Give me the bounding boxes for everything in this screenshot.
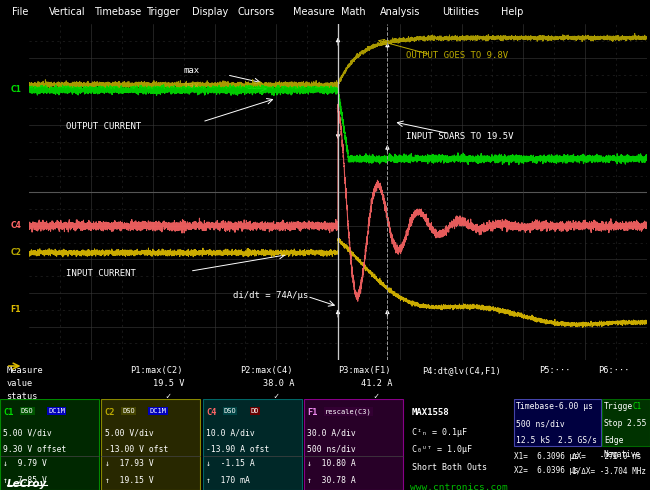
Text: Measure: Measure xyxy=(6,366,44,375)
Bar xyxy=(514,399,601,446)
Text: ↓  -1.15 A: ↓ -1.15 A xyxy=(206,459,255,468)
Text: P4:dt@lv(C4,F1): P4:dt@lv(C4,F1) xyxy=(422,366,501,375)
Text: Analysis: Analysis xyxy=(380,7,421,17)
Text: ✓: ✓ xyxy=(374,392,379,401)
Bar xyxy=(602,399,650,446)
Text: Short Both Outs: Short Both Outs xyxy=(412,463,487,472)
Text: File: File xyxy=(12,7,28,17)
Text: Stop: Stop xyxy=(604,419,623,428)
Text: Cursors: Cursors xyxy=(237,7,274,17)
Text: Timebase: Timebase xyxy=(94,7,142,17)
Text: X1=  6.3096 μs: X1= 6.3096 μs xyxy=(514,452,578,461)
Text: 5.00 V/div: 5.00 V/div xyxy=(3,428,52,438)
Text: OUTPUT CURRENT: OUTPUT CURRENT xyxy=(66,122,142,130)
Text: DD: DD xyxy=(251,409,259,415)
Text: ↑  19.15 V: ↑ 19.15 V xyxy=(105,476,153,486)
Text: INPUT SOARS TO 19.5V: INPUT SOARS TO 19.5V xyxy=(406,132,514,141)
Text: INPUT CURRENT: INPUT CURRENT xyxy=(66,269,136,278)
Text: ΔX=   -270.0 ns: ΔX= -270.0 ns xyxy=(572,452,642,461)
Text: max: max xyxy=(183,66,200,75)
Text: 5.00 V/div: 5.00 V/div xyxy=(105,428,153,438)
Text: Measure: Measure xyxy=(292,7,334,17)
Text: C1: C1 xyxy=(632,402,642,411)
Text: ↓  17.93 V: ↓ 17.93 V xyxy=(105,459,153,468)
Text: C4: C4 xyxy=(206,409,216,417)
Text: 38.0 A: 38.0 A xyxy=(263,379,294,388)
Text: C4: C4 xyxy=(10,221,21,230)
Text: rescale(C3): rescale(C3) xyxy=(325,409,372,415)
Text: ↑  30.78 A: ↑ 30.78 A xyxy=(307,476,356,486)
Text: -13.00 V ofst: -13.00 V ofst xyxy=(105,445,168,454)
Text: P2:max(C4): P2:max(C4) xyxy=(240,366,293,375)
Text: Edge: Edge xyxy=(604,436,623,444)
Text: Cᴵₙ = 0.1μF: Cᴵₙ = 0.1μF xyxy=(412,428,467,438)
Bar xyxy=(203,399,302,490)
Text: X2=  6.0396 μs: X2= 6.0396 μs xyxy=(514,466,578,475)
Text: ↑  170 mA: ↑ 170 mA xyxy=(206,476,250,486)
Text: 10.0 A/div: 10.0 A/div xyxy=(206,428,255,438)
Bar xyxy=(0,399,99,490)
Text: ↓  9.79 V: ↓ 9.79 V xyxy=(3,459,47,468)
Text: OUTPUT GOES TO 9.8V: OUTPUT GOES TO 9.8V xyxy=(406,51,508,60)
Text: F1: F1 xyxy=(307,409,318,417)
Text: P1:max(C2): P1:max(C2) xyxy=(130,366,183,375)
Text: 500 ns/div: 500 ns/div xyxy=(516,419,565,428)
Text: ✓: ✓ xyxy=(273,392,278,401)
Text: P6:···: P6:··· xyxy=(598,366,629,375)
Text: 19.5 V: 19.5 V xyxy=(153,379,184,388)
Text: C2: C2 xyxy=(105,409,115,417)
Text: di/dt = 74A/μs: di/dt = 74A/μs xyxy=(233,291,308,300)
Text: 12.5 kS: 12.5 kS xyxy=(516,436,550,444)
Text: www.cntronics.com: www.cntronics.com xyxy=(410,483,507,490)
Text: P3:max(F1): P3:max(F1) xyxy=(338,366,391,375)
Text: DC1M: DC1M xyxy=(48,409,65,415)
Text: Trigger: Trigger xyxy=(146,7,180,17)
Text: P5:···: P5:··· xyxy=(540,366,571,375)
Text: max: max xyxy=(183,81,200,90)
Text: 30.0 A/div: 30.0 A/div xyxy=(307,428,356,438)
Text: Trigger: Trigger xyxy=(604,402,638,411)
Text: Math: Math xyxy=(341,7,366,17)
Text: LeCroy: LeCroy xyxy=(6,479,47,489)
Text: -13.90 A ofst: -13.90 A ofst xyxy=(206,445,270,454)
Bar xyxy=(304,399,403,490)
Text: 2.55 V: 2.55 V xyxy=(627,419,650,428)
Text: C₀ᵁᵀ = 1.0μF: C₀ᵁᵀ = 1.0μF xyxy=(412,445,472,454)
Text: status: status xyxy=(6,392,38,401)
Text: Display: Display xyxy=(192,7,228,17)
Text: ↑  7.85 V: ↑ 7.85 V xyxy=(3,476,47,486)
Text: -6.00 μs: -6.00 μs xyxy=(554,402,593,411)
Bar xyxy=(101,399,200,490)
Text: 500 ns/div: 500 ns/div xyxy=(307,445,356,454)
Text: ✓: ✓ xyxy=(166,392,171,401)
Text: DSO: DSO xyxy=(122,409,135,415)
Text: Utilities: Utilities xyxy=(442,7,479,17)
Text: Timebase: Timebase xyxy=(516,402,555,411)
Text: ↓  10.80 A: ↓ 10.80 A xyxy=(307,459,356,468)
Text: DSO: DSO xyxy=(224,409,237,415)
Text: 2.5 GS/s: 2.5 GS/s xyxy=(558,436,597,444)
Text: 9.30 V offset: 9.30 V offset xyxy=(3,445,66,454)
Text: MAX1558: MAX1558 xyxy=(412,409,450,417)
Text: Vertical: Vertical xyxy=(49,7,85,17)
Text: F1: F1 xyxy=(10,305,21,314)
Text: Negative: Negative xyxy=(604,450,641,459)
Text: Help: Help xyxy=(500,7,523,17)
Text: value: value xyxy=(6,379,32,388)
Text: 41.2 A: 41.2 A xyxy=(361,379,392,388)
Text: C2: C2 xyxy=(10,248,21,257)
Text: DSO: DSO xyxy=(21,409,34,415)
Text: 1/ΔX= -3.704 MHz: 1/ΔX= -3.704 MHz xyxy=(572,466,646,475)
Text: DC1M: DC1M xyxy=(150,409,166,415)
Text: C1: C1 xyxy=(3,409,14,417)
Text: C1: C1 xyxy=(10,85,21,95)
